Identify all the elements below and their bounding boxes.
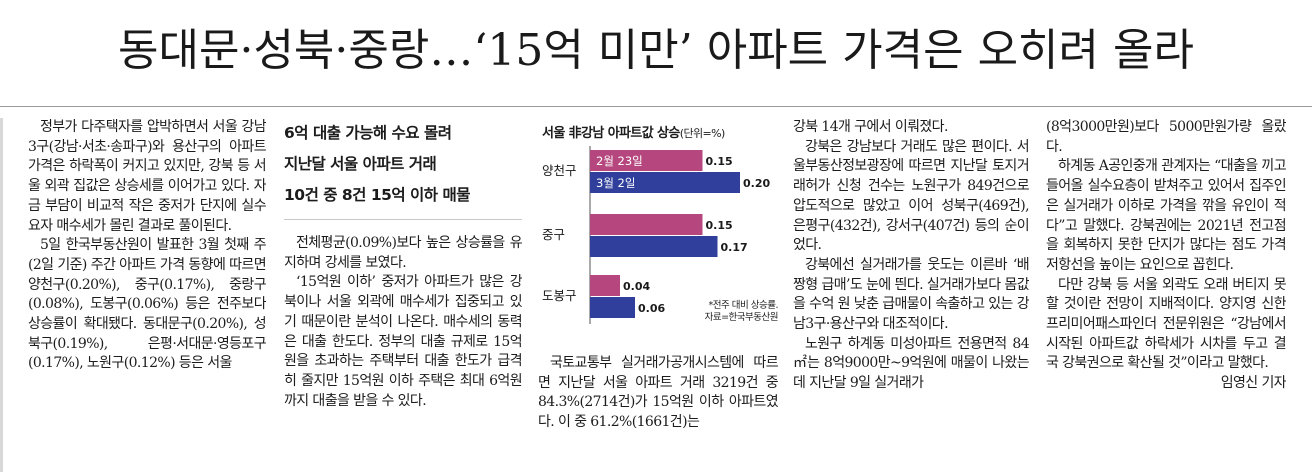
subheadline-line: 6억 대출 가능해 수요 몰려 (284, 124, 452, 142)
paragraph: ‘15억원 이하’ 중저가 아파트가 많은 강북이나 서울 외곽에 매수세가 집… (284, 274, 522, 409)
article-column-1: 정부가 다주택자를 압박하면서 서울 강남3구(강남·서초·송파구)와 용산구의… (28, 118, 266, 472)
article-column-2: 6억 대출 가능해 수요 몰려 지난달 서울 아파트 거래 10건 중 8건 1… (284, 118, 522, 472)
chart-note: *전주 대비 상승률. 자료=한국부동산원 (688, 300, 779, 324)
paragraph: 전체평균(0.09%)보다 높은 상승률을 유지하며 강세를 보였다. (284, 235, 522, 271)
bar (590, 297, 635, 318)
subheadline-line: 10건 중 8건 15억 이하 매물 (284, 186, 471, 204)
category-label: 중구 (542, 227, 565, 242)
data-label: 0.04 (623, 280, 650, 293)
paragraph: 다만 강북 등 서울 외곽도 오래 버티지 못할 것이란 전망이 지배적이다. … (1046, 276, 1286, 392)
bar (590, 275, 620, 296)
data-label: 0.17 (721, 241, 748, 254)
category-label: 양천구 (542, 163, 577, 178)
paragraph-text: 다만 강북 등 서울 외곽도 오래 버티지 못할 것이란 전망이 지배적이다. … (1046, 276, 1286, 372)
paragraph: 국토교통부 실거래가공개시스템에 따르면 지난달 서울 아파트 거래 3219건… (538, 355, 778, 431)
legend-label: 2월 23일 (596, 154, 643, 168)
paragraph: 강북 14개 구에서 이뤄졌다. (793, 119, 948, 135)
page-gutter (0, 118, 3, 472)
chart-note-line: *전주 대비 상승률. (708, 300, 779, 311)
chart-title-text: 서울 非강남 아파트값 상승 (542, 126, 680, 141)
article-column-5: (8억3000만원)보다 5000만원가량 올랐다. 하계동 A공인중개 관계자… (1046, 118, 1286, 472)
legend-label: 3월 2일 (596, 176, 635, 190)
bar (590, 172, 740, 193)
paragraph: 강북은 강남보다 거래도 많은 편이다. 서울부동산정보광장에 따르면 지난달 … (793, 138, 1029, 254)
paragraph: 정부가 다주택자를 압박하면서 서울 강남3구(강남·서초·송파구)와 용산구의… (28, 119, 266, 234)
paragraph: 5일 한국부동산원이 발표한 3월 첫째 주(2일 기준) 주간 아파트 가격 … (28, 237, 266, 372)
subheadline-line: 지난달 서울 아파트 거래 (284, 155, 437, 173)
data-label: 0.15 (706, 155, 733, 168)
article-column-4: 강북 14개 구에서 이뤄졌다. 강북은 강남보다 거래도 많은 편이다. 서울… (793, 118, 1029, 472)
paragraph: 하계동 A공인중개 관계자는 “대출을 끼고 들어올 실수요층이 받쳐주고 있어… (1046, 158, 1286, 273)
headline: 동대문·성북·중랑…‘15억 미만’ 아파트 가격은 오히려 올라 (118, 25, 1194, 76)
subheadline-block: 6억 대출 가능해 수요 몰려 지난달 서울 아파트 거래 10건 중 8건 1… (284, 118, 522, 220)
chart-title: 서울 非강남 아파트값 상승(단위=%) (542, 122, 725, 141)
bar (590, 150, 703, 171)
article-column-3: 국토교통부 실거래가공개시스템에 따르면 지난달 서울 아파트 거래 3219건… (538, 354, 778, 472)
data-label: 0.15 (706, 219, 733, 232)
bar (590, 236, 718, 257)
data-label: 0.06 (638, 302, 665, 315)
chart-source: 자료=한국부동산원 (704, 312, 779, 323)
category-label: 도봉구 (542, 288, 577, 303)
byline: 임영신 기자 (1220, 375, 1286, 392)
paragraph: 강북에선 실거래가를 웃도는 이른바 ‘배짱형 급매’도 눈에 띈다. 실거래가… (793, 256, 1029, 333)
data-label: 0.20 (743, 177, 770, 190)
headline-rule (0, 106, 1312, 107)
chart-unit: (단위=%) (679, 127, 726, 140)
paragraph: (8억3000만원)보다 5000만원가량 올랐다. (1046, 119, 1286, 155)
price-change-chart: 서울 非강남 아파트값 상승(단위=%) 양천구 0.15 2월 23일 0.20 3월… (538, 118, 779, 340)
paragraph: 노원구 하계동 미성아파트 전용면적 84㎡는 8억9000만~9억원에 매물이… (793, 335, 1029, 392)
bar (590, 214, 703, 235)
